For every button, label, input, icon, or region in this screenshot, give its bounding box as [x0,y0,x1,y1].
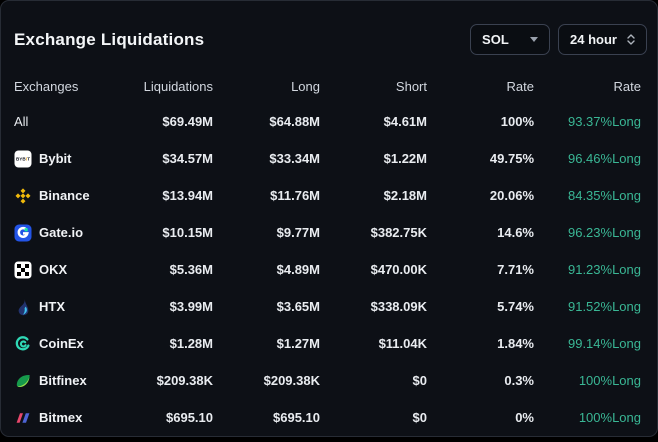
table-row: HTX $3.99M $3.65M $338.09K 5.74% 91.52%L… [1,288,657,325]
long-value: $695.10 [273,410,320,425]
long-rate-value: 91.23%Long [567,262,641,277]
long-value: $11.76M [270,188,320,203]
exchange-name: Bybit [39,151,72,166]
liquidations-value: $5.36M [169,262,213,277]
exchange-name: Bitfinex [39,373,87,388]
rate-value: 1.84% [497,336,534,351]
short-value: $470.00K [370,262,427,277]
rate-value: 100% [500,114,534,129]
time-range-select[interactable]: 24 hour [558,24,647,55]
rate-value: 0% [515,410,534,425]
panel-title: Exchange Liquidations [14,29,205,49]
long-value: $1.27M [276,336,320,351]
liquidations-value: $209.38K [156,373,213,388]
rate-value: 0.3% [504,373,534,388]
spinner-arrows-icon [627,34,635,45]
coinex-icon [14,335,32,353]
exchange-name: OKX [39,262,68,277]
svg-text:BYB!T: BYB!T [16,156,30,161]
short-value: $1.22M [383,151,427,166]
rate-value: 20.06% [489,188,534,203]
col-header-liquidations: Liquidations [143,79,213,94]
time-range-value: 24 hour [570,32,617,47]
short-value: $0 [412,373,427,388]
liquidations-value: $10.15M [162,225,213,240]
bitfinex-icon [14,372,32,390]
short-value: $0 [412,410,427,425]
long-rate-value: 91.52%Long [567,299,641,314]
rate-value: 49.75% [489,151,534,166]
exchange-name: Gate.io [39,225,84,240]
short-value: $4.61M [383,114,427,129]
liquidations-value: $3.99M [169,299,213,314]
okx-icon [14,261,32,279]
short-value: $11.04K [378,336,427,351]
long-rate-value: 100%Long [578,373,641,388]
table-row: Bitfinex $209.38K $209.38K $0 0.3% 100%L… [1,362,657,399]
bitmex-icon [14,409,32,427]
chevron-down-icon [530,37,539,42]
table-row: CoinEx $1.28M $1.27M $11.04K 1.84% 99.14… [1,325,657,362]
exchange-name: Bitmex [39,410,83,425]
short-value: $338.09K [370,299,427,314]
liquidations-value: $69.49M [162,114,213,129]
panel-header: Exchange Liquidations SOL 24 hour [1,1,657,70]
rate-value: 7.71% [497,262,534,277]
htx-icon [14,298,32,316]
long-rate-value: 96.23%Long [567,225,641,240]
rate-value: 5.74% [497,299,534,314]
header-controls: SOL 24 hour [470,24,647,55]
long-rate-value: 93.37%Long [567,114,641,129]
long-value: $33.34M [269,151,320,166]
long-rate-value: 100%Long [578,410,641,425]
col-header-rate: Rate [506,79,534,94]
exchange-name: HTX [39,299,65,314]
table-row: Bitmex $695.10 $695.10 $0 0% 100%Long [1,399,657,436]
long-value: $9.77M [276,225,320,240]
liquidations-value: $1.28M [169,336,213,351]
liquidations-value: $34.57M [162,151,213,166]
col-header-short: Short [395,79,427,94]
liquidations-value: $695.10 [166,410,213,425]
table-row: BYB!T Bybit $34.57M $33.34M $1.22M 49.75… [1,140,657,177]
bybit-icon: BYB!T [14,150,32,168]
coin-select-value: SOL [482,32,509,47]
col-header-long: Long [291,79,320,94]
long-rate-value: 99.14%Long [567,336,641,351]
gateio-icon [14,224,32,242]
long-value: $209.38K [263,373,320,388]
long-value: $64.88M [269,114,320,129]
col-header-exchanges: Exchanges [14,79,79,94]
exchange-name: All [14,114,29,129]
short-value: $382.75K [370,225,427,240]
table-row: Binance $13.94M $11.76M $2.18M 20.06% 84… [1,177,657,214]
long-rate-value: 84.35%Long [567,188,641,203]
table-row: OKX $5.36M $4.89M $470.00K 7.71% 91.23%L… [1,251,657,288]
rate-value: 14.6% [497,225,534,240]
liquidations-value: $13.94M [162,188,213,203]
table-row: All $69.49M $64.88M $4.61M 100% 93.37%Lo… [1,103,657,140]
exchange-name: CoinEx [39,336,84,351]
table-row: Gate.io $10.15M $9.77M $382.75K 14.6% 96… [1,214,657,251]
binance-icon [14,187,32,205]
coin-select[interactable]: SOL [470,24,551,55]
col-header-long-rate: Rate [613,79,641,94]
long-rate-value: 96.46%Long [567,151,641,166]
long-value: $3.65M [276,299,320,314]
short-value: $2.18M [383,188,427,203]
table-header-row: Exchanges Liquidations Long Short Rate R… [1,70,657,103]
long-value: $4.89M [276,262,320,277]
exchange-name: Binance [39,188,90,203]
